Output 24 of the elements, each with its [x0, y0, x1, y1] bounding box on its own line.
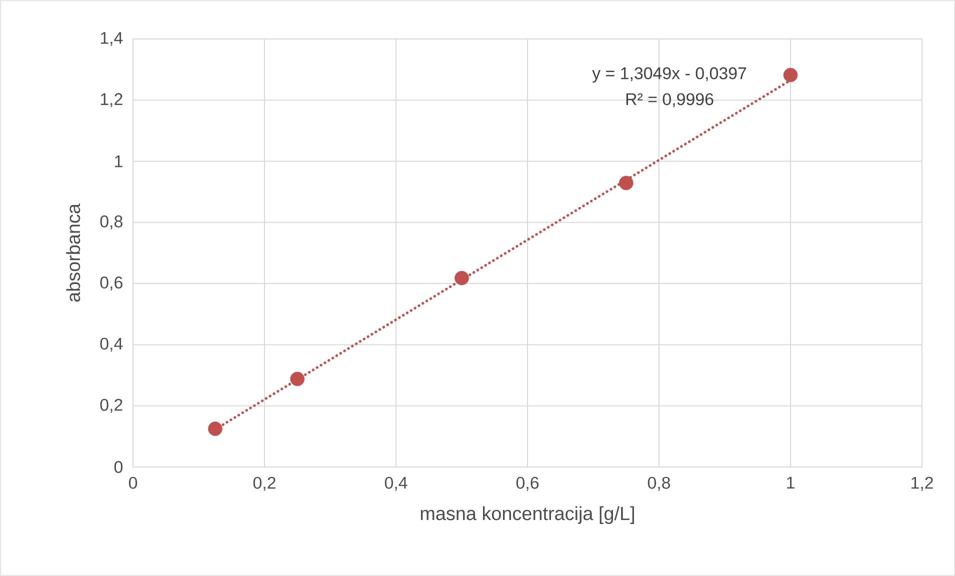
y-tick-label: 1,4	[100, 32, 123, 46]
x-tick-label: 0,8	[648, 476, 670, 491]
x-tick-label: 1	[787, 476, 794, 488]
point	[618, 176, 634, 190]
x-tick-label: 0,2	[253, 476, 276, 491]
point	[783, 68, 798, 82]
point	[290, 372, 305, 386]
y-tick-label: 0,4	[100, 338, 123, 352]
annotation: R² = 0,9996	[626, 93, 714, 108]
x-tick-label: 1,2	[912, 476, 933, 491]
y-tick-label: 1	[115, 155, 122, 168]
point	[208, 422, 222, 436]
x-tick-label: 0	[128, 476, 138, 489]
y-tick-label: 0,6	[100, 276, 122, 291]
annotation: y = 1,3049x - 0,0397	[592, 67, 746, 83]
point	[454, 270, 469, 286]
y-axis-title: absorbanca	[66, 204, 80, 302]
x-tick-label: 0,6	[516, 476, 539, 491]
y-tick-label: 0	[114, 460, 123, 473]
x-axis-title: masna koncentracija [g/L]	[420, 506, 634, 524]
y-tick-label: 0,2	[100, 398, 122, 413]
x-tick-label: 0,4	[384, 476, 408, 491]
y-tick-label: 1,2	[100, 93, 122, 108]
y-tick-label: 0,8	[100, 215, 122, 230]
